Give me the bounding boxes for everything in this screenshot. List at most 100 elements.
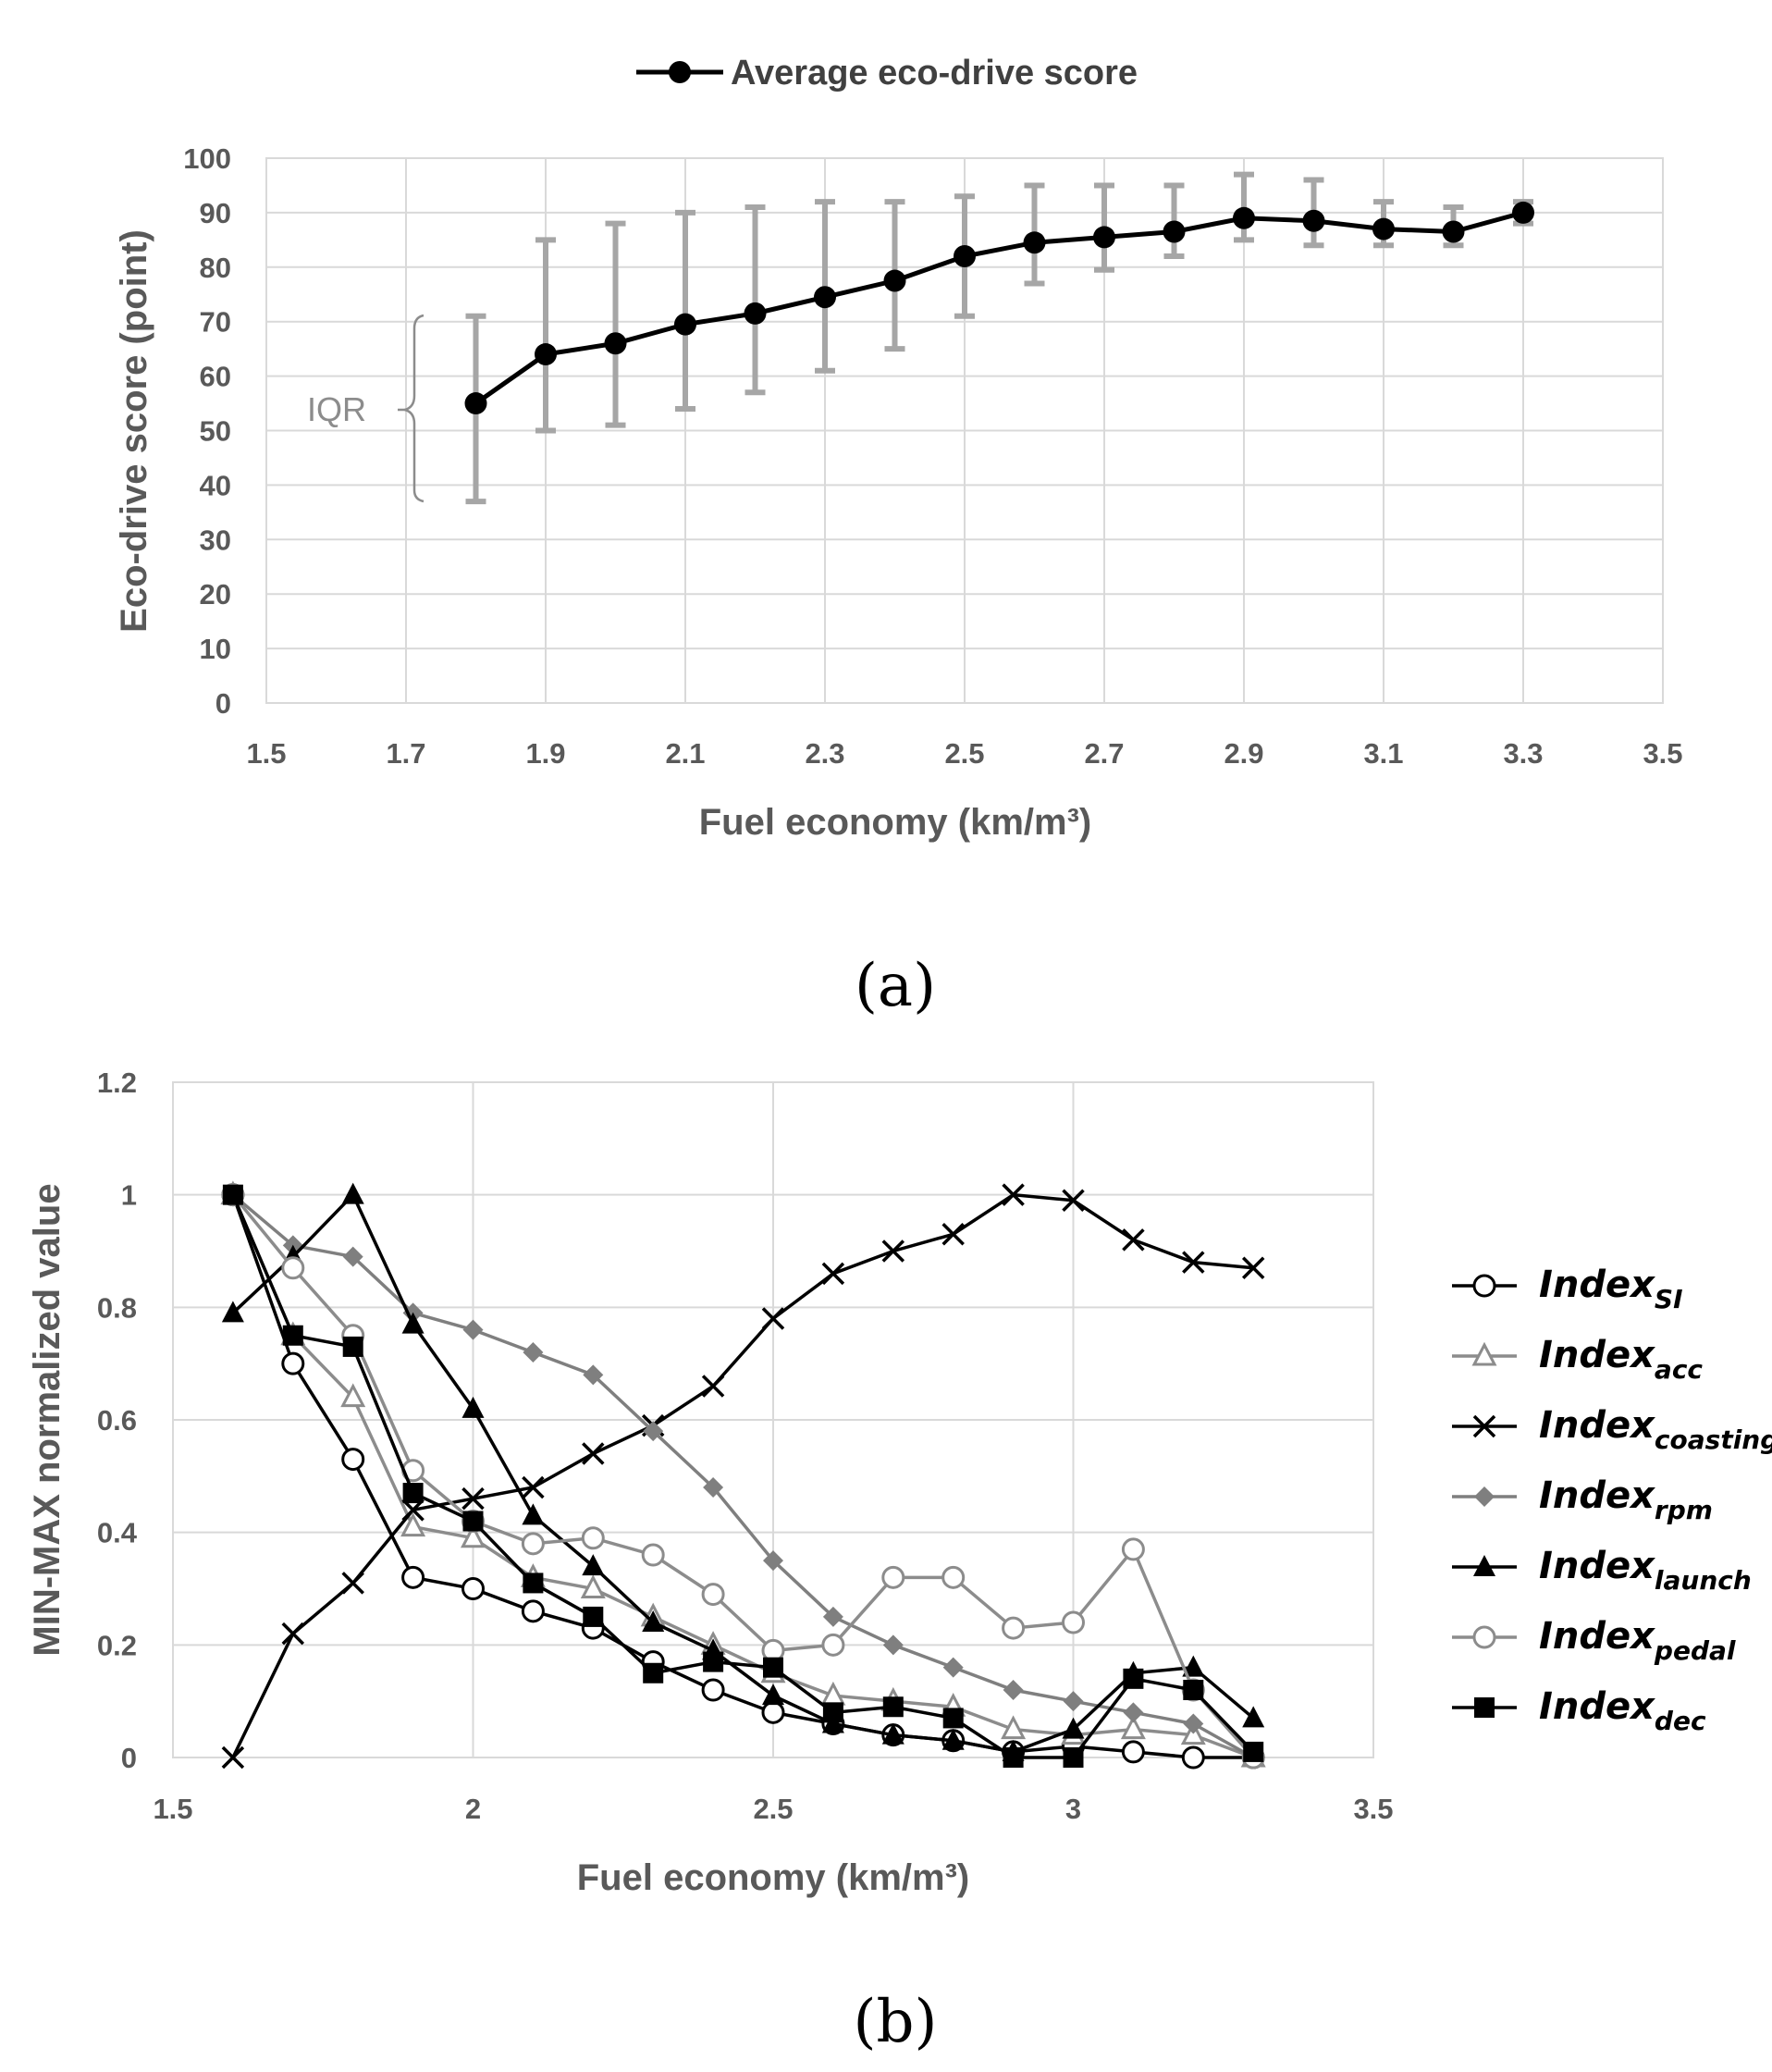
chart-b-x-tick-label: 2 <box>465 1793 481 1825</box>
data-point-pedal <box>523 1534 543 1554</box>
data-point-pedal <box>883 1567 904 1587</box>
legend-label: Indexacc <box>1539 1334 1703 1385</box>
chart-a-points <box>465 202 1535 414</box>
data-point-SI <box>1123 1742 1143 1762</box>
series-acc <box>223 1184 1263 1766</box>
data-point-dec <box>1243 1742 1263 1762</box>
chart-a-x-tick-label: 3.1 <box>1363 737 1403 770</box>
data-point-dec <box>823 1702 843 1722</box>
data-point-dec <box>883 1696 904 1717</box>
data-point-pedal <box>583 1528 603 1548</box>
chart-a-x-tick-label: 3.3 <box>1503 737 1543 770</box>
data-point-rpm <box>1123 1702 1143 1722</box>
chart-a-y-tick-label: 0 <box>215 687 231 720</box>
chart-b-y-tick-label: 0.4 <box>97 1517 138 1549</box>
data-point <box>1443 221 1465 243</box>
panel-a-label: (a) <box>855 952 936 1020</box>
legend-marker <box>1474 1276 1495 1296</box>
data-point-launch <box>762 1684 784 1705</box>
chart-b-x-tick-label: 1.5 <box>153 1793 192 1825</box>
legend-entry-launch: Indexlaunch <box>1452 1545 1752 1596</box>
chart-b-y-tick-label: 1.2 <box>97 1067 137 1099</box>
chart-a-x-tick-label: 1.9 <box>525 737 565 770</box>
data-point-coasting <box>883 1241 904 1262</box>
data-point-SI <box>763 1702 783 1722</box>
data-point <box>605 332 627 354</box>
chart-a-y-tick-label: 80 <box>200 252 231 284</box>
data-point <box>674 314 696 336</box>
series-line-launch <box>233 1195 1253 1752</box>
data-point <box>814 286 836 308</box>
legend-label: Indexrpm <box>1539 1474 1713 1525</box>
data-point-dec <box>643 1663 663 1684</box>
series-pedal <box>223 1185 1263 1768</box>
chart-b-y-tick-label: 0.8 <box>97 1291 137 1324</box>
chart-a-x-tick-label: 2.1 <box>665 737 705 770</box>
chart-a-y-tick-labels: 0 10 20 30 40 50 60 70 80 90 100 <box>183 142 231 720</box>
data-point <box>1372 218 1395 240</box>
data-point-pedal <box>283 1258 303 1278</box>
legend-label: Indexpedal <box>1539 1615 1736 1666</box>
data-point-launch <box>522 1503 544 1524</box>
data-point-dec <box>583 1607 603 1627</box>
series-rpm <box>223 1185 1263 1768</box>
chart-b-x-tick-label: 3.5 <box>1353 1793 1393 1825</box>
chart-a-x-axis-title: Fuel economy (km/m³) <box>699 802 1092 843</box>
chart-a-series-line <box>476 213 1524 403</box>
data-point-pedal <box>823 1634 843 1655</box>
chart-b-y-tick-label: 1 <box>121 1179 137 1212</box>
data-point-launch <box>342 1183 364 1204</box>
data-point-dec <box>1003 1747 1024 1768</box>
chart-b-series <box>222 1183 1264 1768</box>
data-point-SI <box>403 1567 424 1587</box>
chart-a-x-tick-label: 2.7 <box>1084 737 1124 770</box>
legend-label: IndexSI <box>1539 1264 1683 1314</box>
data-point-rpm <box>943 1658 964 1678</box>
data-point-launch <box>1242 1706 1264 1727</box>
chart-a-x-tick-label: 3.5 <box>1643 737 1682 770</box>
chart-b-y-tick-labels: 0 0.2 0.4 0.6 0.8 1 1.2 <box>97 1067 138 1774</box>
chart-b-x-tick-label: 3 <box>1065 1793 1081 1825</box>
data-point-dec <box>523 1572 543 1593</box>
data-point-rpm <box>1183 1714 1203 1734</box>
chart-a-y-tick-label: 40 <box>200 469 231 501</box>
data-point-rpm <box>883 1634 904 1655</box>
legend-a-label: Average eco-drive score <box>731 54 1138 92</box>
chart-a-x-tick-label: 1.7 <box>386 737 425 770</box>
chart-a-y-tick-label: 10 <box>200 633 231 665</box>
data-point <box>1093 226 1115 248</box>
data-point-coasting <box>943 1224 964 1244</box>
chart-a-y-tick-label: 60 <box>200 361 231 393</box>
legend-marker <box>1474 1697 1495 1718</box>
data-point-coasting <box>583 1444 603 1464</box>
series-dec <box>223 1185 1263 1768</box>
data-point-pedal <box>1003 1618 1024 1638</box>
data-point-dec <box>283 1326 303 1346</box>
panel-b-label: (b) <box>854 1988 938 2056</box>
chart-a-y-tick-label: 100 <box>183 142 231 175</box>
data-point-launch <box>582 1554 604 1575</box>
legend-entry-acc: Indexacc <box>1452 1334 1703 1385</box>
legend-marker <box>1474 1486 1495 1507</box>
series-coasting <box>223 1185 1263 1768</box>
series-launch <box>222 1183 1264 1761</box>
data-point-dec <box>703 1652 723 1672</box>
data-point-SI <box>523 1601 543 1622</box>
chart-a-y-tick-label: 20 <box>200 578 231 610</box>
data-point <box>744 302 767 325</box>
data-point <box>535 343 557 365</box>
chart-b-x-axis-title: Fuel economy (km/m³) <box>577 1857 970 1898</box>
chart-b-y-tick-label: 0.6 <box>97 1404 137 1437</box>
data-point-dec <box>1183 1680 1203 1700</box>
data-point-dec <box>343 1337 363 1357</box>
legend-entry-SI: IndexSI <box>1452 1264 1683 1314</box>
data-point-coasting <box>703 1376 723 1397</box>
chart-b-x-tick-label: 2.5 <box>753 1793 793 1825</box>
chart-b-y-tick-label: 0 <box>121 1742 137 1774</box>
data-point-SI <box>283 1353 303 1374</box>
chart-b-legend: IndexSI Indexacc Indexcoasting Indexrpm Inde… <box>1452 1264 1772 1736</box>
chart-a-y-tick-label: 90 <box>200 197 231 229</box>
data-point <box>465 392 487 414</box>
data-point-SI <box>463 1579 484 1599</box>
chart-a-x-tick-label: 2.5 <box>944 737 984 770</box>
